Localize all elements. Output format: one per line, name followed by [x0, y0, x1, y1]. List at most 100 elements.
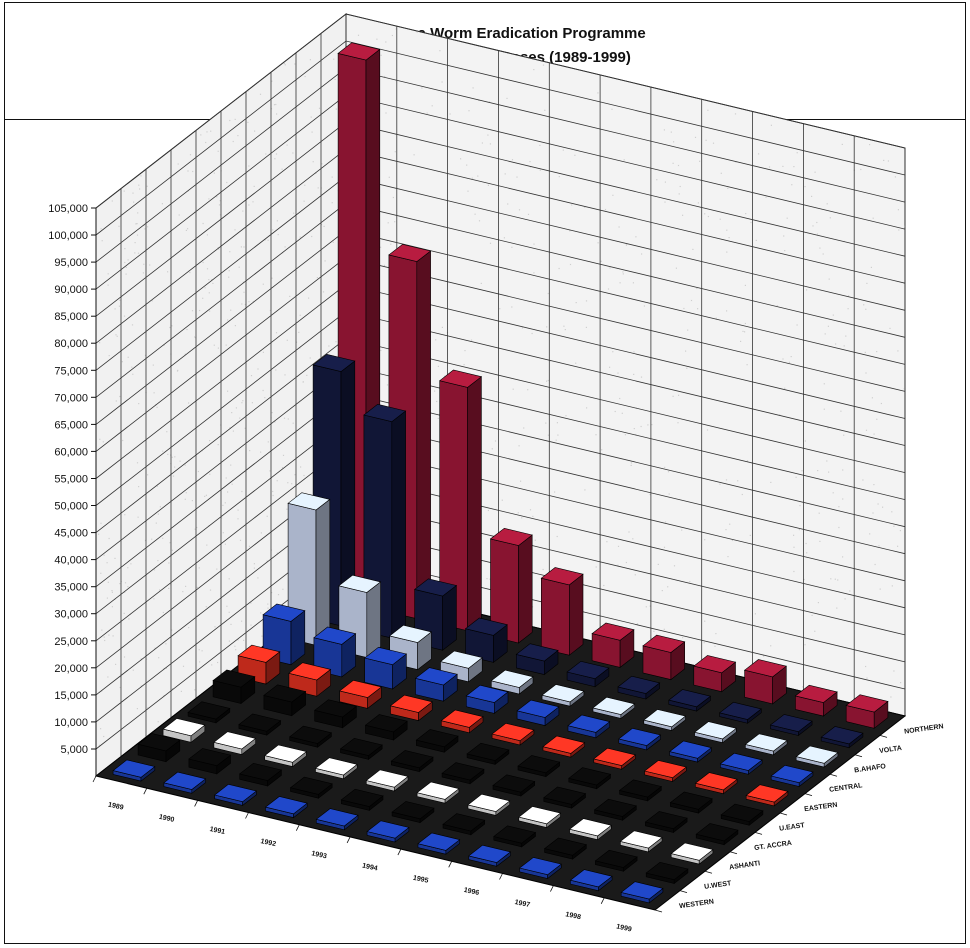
- wall-texture-dot: [833, 492, 834, 493]
- wall-texture-dot: [477, 176, 478, 177]
- wall-texture-dot: [488, 510, 489, 511]
- wall-texture-dot: [218, 151, 219, 152]
- wall-texture-dot: [230, 624, 231, 625]
- wall-texture-dot: [122, 361, 123, 362]
- wall-texture-dot: [199, 661, 200, 662]
- wall-texture-dot: [782, 358, 783, 359]
- wall-texture-dot: [158, 721, 159, 722]
- wall-texture-dot: [829, 279, 830, 280]
- bar-side-face: [392, 411, 406, 638]
- wall-texture-dot: [559, 268, 560, 269]
- wall-texture-dot: [680, 186, 681, 187]
- z-tick-mark: [880, 735, 887, 737]
- wall-texture-dot: [745, 213, 746, 214]
- wall-texture-dot: [260, 94, 261, 95]
- wall-texture-dot: [797, 152, 798, 153]
- wall-texture-dot: [862, 479, 863, 480]
- wall-texture-dot: [189, 272, 190, 273]
- wall-texture-dot: [471, 340, 472, 341]
- wall-texture-dot: [682, 215, 683, 216]
- wall-texture-dot: [897, 546, 898, 547]
- wall-texture-dot: [434, 391, 435, 392]
- wall-texture-dot: [658, 564, 659, 565]
- wall-texture-dot: [168, 588, 169, 589]
- wall-texture-dot: [744, 331, 745, 332]
- wall-texture-dot: [622, 413, 623, 414]
- wall-texture-dot: [186, 329, 187, 330]
- wall-texture-dot: [218, 444, 219, 445]
- wall-texture-dot: [586, 407, 587, 408]
- y-tick-label: 55,000: [54, 474, 88, 486]
- wall-texture-dot: [249, 450, 250, 451]
- wall-texture-dot: [595, 434, 596, 435]
- wall-texture-dot: [533, 244, 534, 245]
- wall-texture-dot: [147, 186, 148, 187]
- wall-texture-dot: [866, 283, 867, 284]
- wall-texture-dot: [844, 345, 845, 346]
- wall-texture-dot: [644, 305, 645, 306]
- wall-texture-dot: [439, 50, 440, 51]
- wall-texture-dot: [828, 472, 829, 473]
- wall-texture-dot: [686, 368, 687, 369]
- wall-texture-dot: [875, 564, 876, 565]
- wall-texture-dot: [263, 284, 264, 285]
- wall-texture-dot: [239, 267, 240, 268]
- wall-texture-dot: [235, 325, 236, 326]
- wall-texture-dot: [891, 511, 892, 512]
- x-tick-mark: [347, 837, 350, 843]
- wall-texture-dot: [651, 424, 652, 425]
- wall-texture-dot: [540, 170, 541, 171]
- wall-texture-dot: [656, 179, 657, 180]
- wall-texture-dot: [303, 381, 304, 382]
- wall-texture-dot: [181, 691, 182, 692]
- wall-texture-dot: [506, 98, 507, 99]
- wall-texture-dot: [273, 495, 274, 496]
- y-tick-label: 20,000: [54, 663, 88, 675]
- wall-texture-dot: [438, 418, 439, 419]
- wall-texture-dot: [116, 400, 117, 401]
- wall-texture-dot: [265, 153, 266, 154]
- wall-texture-dot: [460, 158, 461, 159]
- wall-texture-dot: [208, 279, 209, 280]
- wall-texture-dot: [619, 226, 620, 227]
- wall-texture-dot: [158, 514, 159, 515]
- wall-texture-dot: [874, 434, 875, 435]
- z-tick-mark: [855, 755, 862, 757]
- wall-texture-dot: [229, 612, 230, 613]
- wall-texture-dot: [799, 529, 800, 530]
- wall-texture-dot: [637, 623, 638, 624]
- wall-texture-dot: [442, 327, 443, 328]
- wall-texture-dot: [432, 105, 433, 106]
- wall-texture-dot: [729, 237, 730, 238]
- wall-texture-dot: [863, 304, 864, 305]
- wall-texture-dot: [223, 532, 224, 533]
- wall-texture-dot: [720, 219, 721, 220]
- z-tick-mark: [730, 852, 737, 854]
- wall-texture-dot: [805, 440, 806, 441]
- wall-texture-dot: [195, 529, 196, 530]
- wall-texture-dot: [845, 598, 846, 599]
- wall-texture-dot: [818, 602, 819, 603]
- wall-texture-dot: [511, 247, 512, 248]
- wall-texture-dot: [797, 324, 798, 325]
- wall-texture-dot: [282, 169, 283, 170]
- wall-texture-dot: [132, 324, 133, 325]
- wall-texture-dot: [261, 636, 262, 637]
- year-label: 1991: [209, 826, 226, 836]
- wall-texture-dot: [333, 242, 334, 243]
- wall-texture-dot: [817, 233, 818, 234]
- wall-texture-dot: [277, 480, 278, 481]
- wall-texture-dot: [325, 260, 326, 261]
- wall-texture-dot: [882, 507, 883, 508]
- wall-texture-dot: [241, 303, 242, 304]
- wall-texture-dot: [174, 456, 175, 457]
- x-tick-mark: [449, 861, 452, 867]
- wall-texture-dot: [104, 555, 105, 556]
- wall-texture-dot: [707, 110, 708, 111]
- wall-texture-dot: [619, 398, 620, 399]
- wall-texture-dot: [664, 629, 665, 630]
- wall-texture-dot: [523, 427, 524, 428]
- wall-texture-dot: [543, 65, 544, 66]
- wall-texture-dot: [771, 125, 772, 126]
- wall-texture-dot: [139, 188, 140, 189]
